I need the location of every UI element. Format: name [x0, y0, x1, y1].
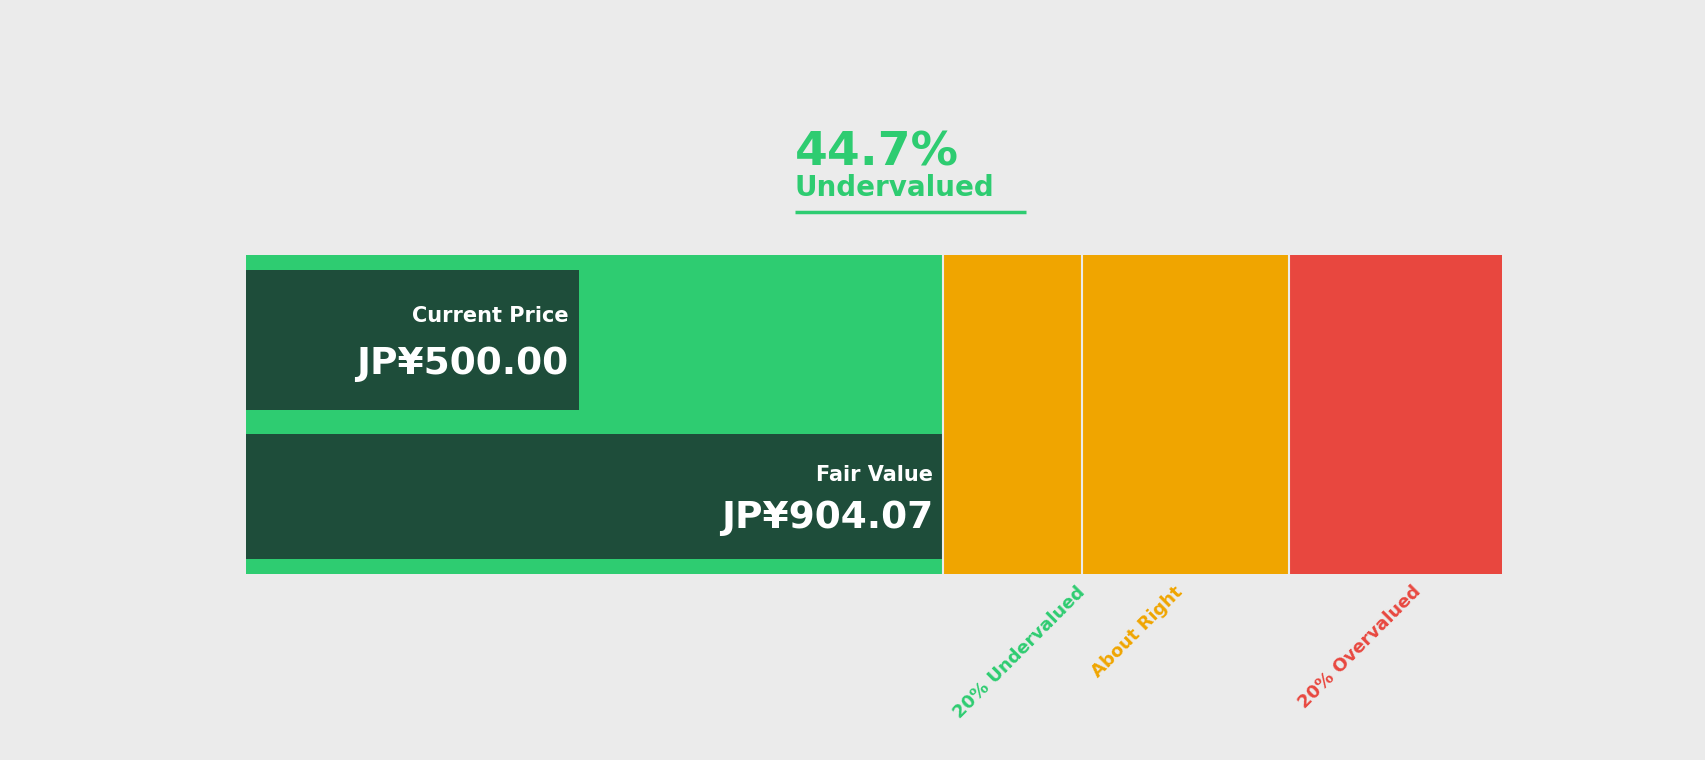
Bar — [246, 410, 943, 433]
Text: Current Price: Current Price — [411, 306, 568, 326]
Bar — [246, 270, 578, 410]
Text: 44.7%: 44.7% — [795, 130, 958, 175]
Bar — [1081, 270, 1287, 410]
Bar — [1287, 410, 1502, 433]
Bar — [943, 410, 1081, 433]
Text: 20% Undervalued: 20% Undervalued — [950, 583, 1088, 721]
Bar — [246, 255, 943, 270]
Text: JP¥904.07: JP¥904.07 — [720, 500, 933, 536]
Bar — [1287, 270, 1502, 410]
Bar — [943, 255, 1081, 270]
Text: JP¥500.00: JP¥500.00 — [356, 346, 568, 382]
Bar — [246, 433, 943, 559]
Bar — [943, 270, 1081, 410]
Bar — [246, 559, 943, 574]
Bar — [1081, 559, 1287, 574]
Bar — [1287, 255, 1502, 270]
Bar — [1081, 410, 1287, 433]
Text: About Right: About Right — [1088, 583, 1185, 681]
Bar — [246, 433, 943, 559]
Bar — [1287, 433, 1502, 559]
Bar — [246, 270, 943, 410]
Bar — [1081, 255, 1287, 270]
Bar — [1081, 433, 1287, 559]
Bar — [1287, 559, 1502, 574]
Text: 20% Overvalued: 20% Overvalued — [1294, 583, 1424, 712]
Bar — [943, 559, 1081, 574]
Bar — [943, 433, 1081, 559]
Text: Fair Value: Fair Value — [815, 465, 933, 485]
Text: Undervalued: Undervalued — [795, 174, 994, 201]
